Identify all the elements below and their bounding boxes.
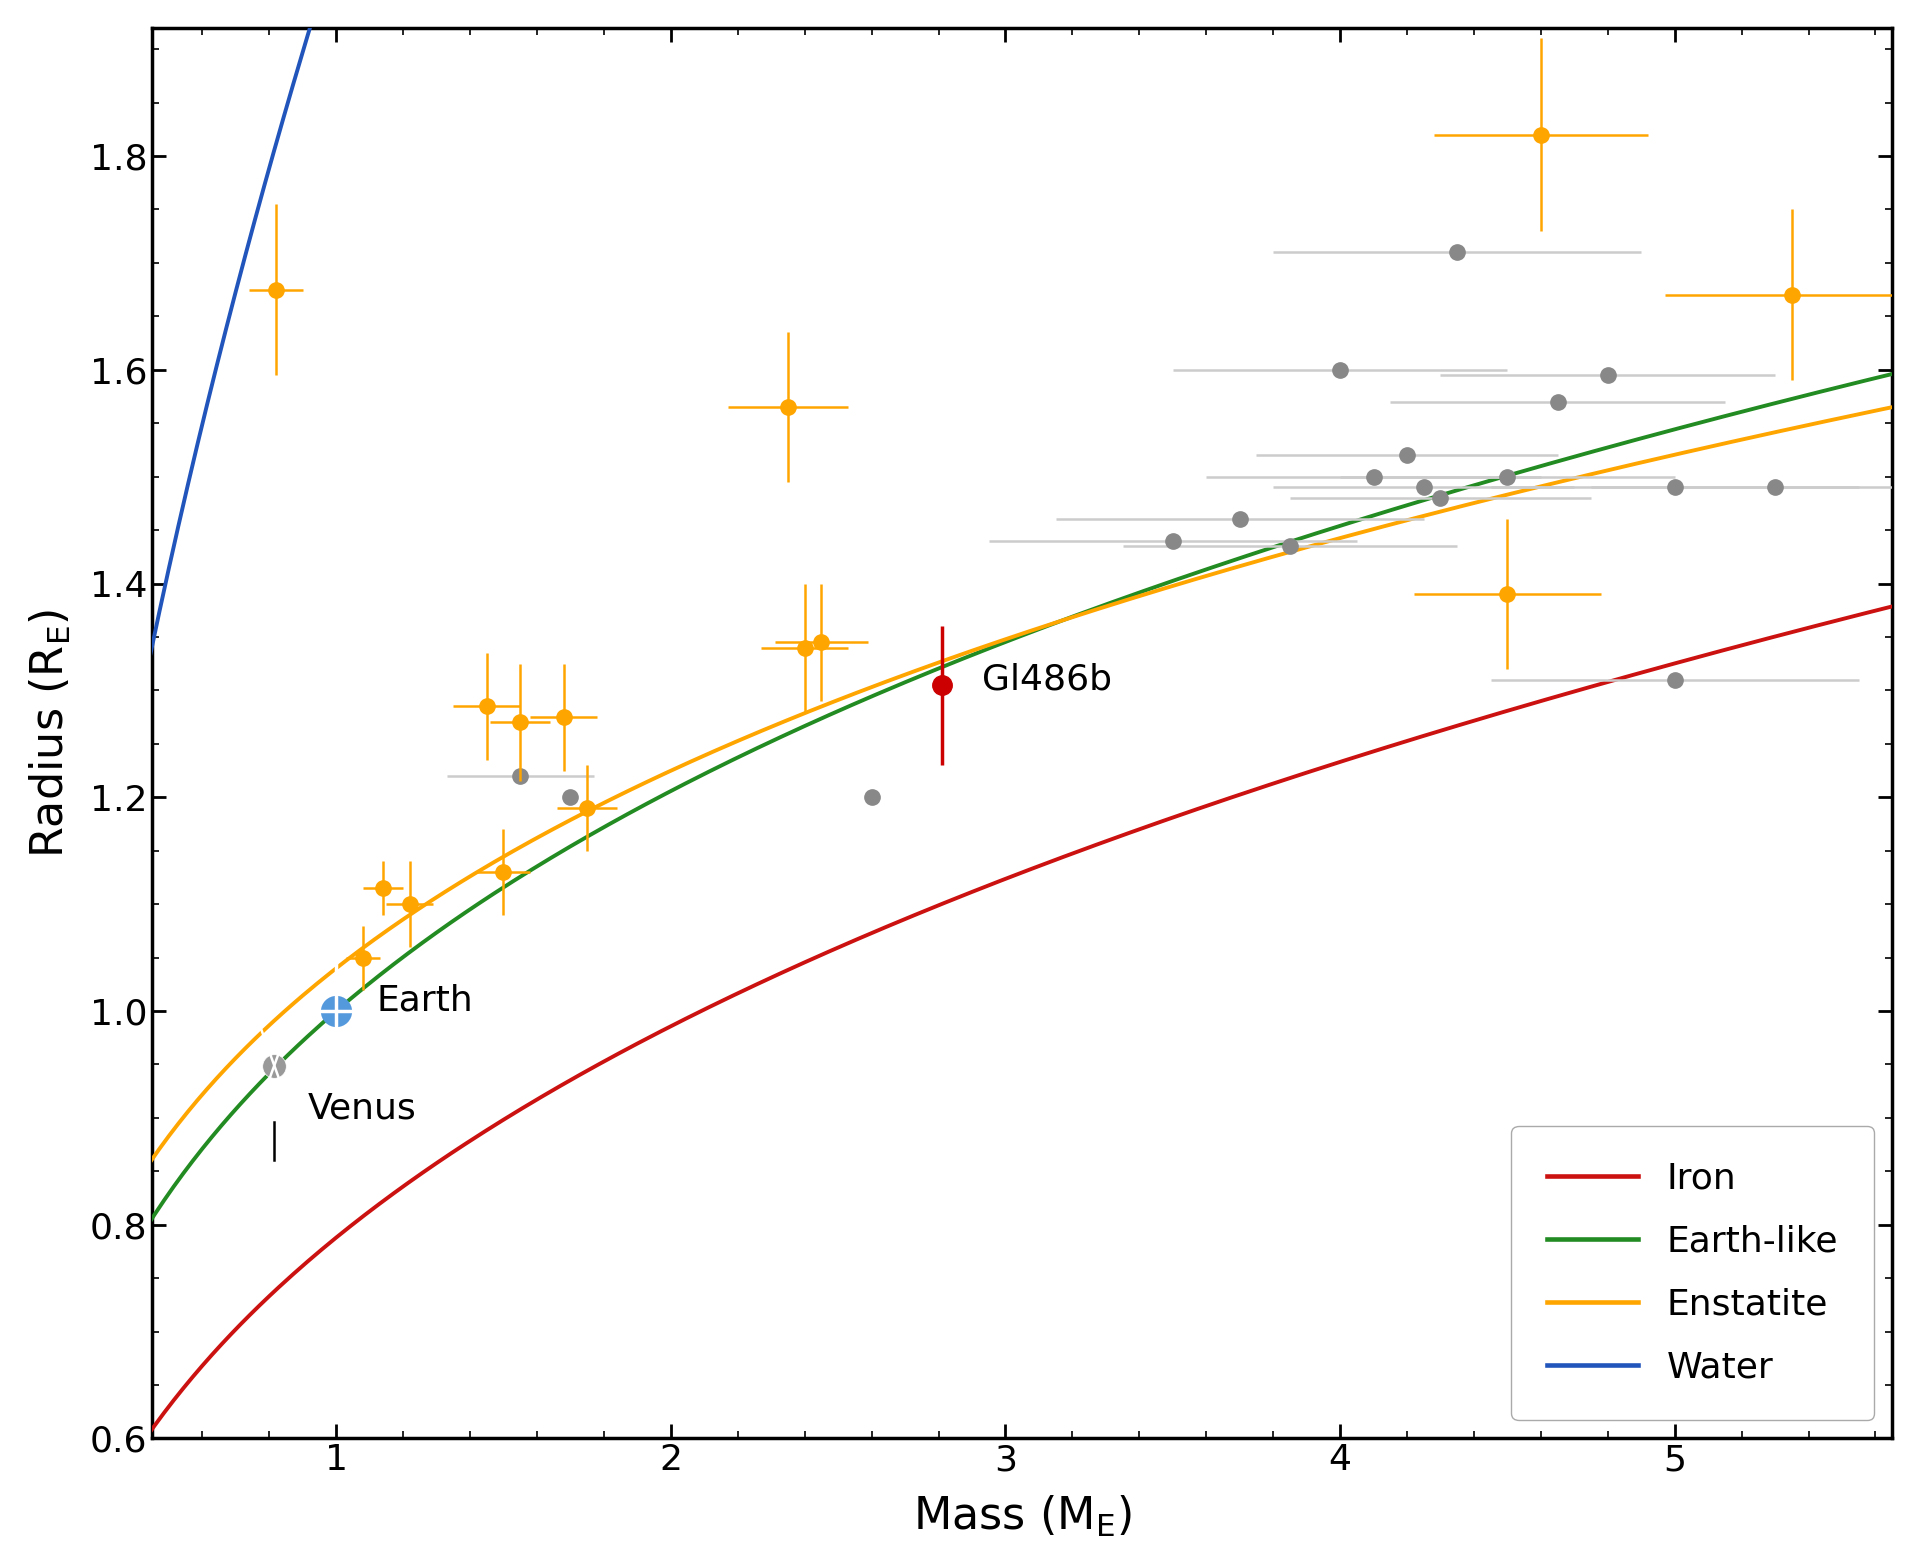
- Y-axis label: Radius (R$_\mathrm{E}$): Radius (R$_\mathrm{E}$): [27, 608, 73, 857]
- X-axis label: Mass (M$_\mathrm{E}$): Mass (M$_\mathrm{E}$): [912, 1493, 1131, 1539]
- Text: Venus: Venus: [307, 1091, 417, 1125]
- Text: Gl486b: Gl486b: [981, 663, 1112, 697]
- Text: Earth: Earth: [376, 984, 472, 1017]
- Legend: Iron, Earth-like, Enstatite, Water: Iron, Earth-like, Enstatite, Water: [1511, 1125, 1874, 1420]
